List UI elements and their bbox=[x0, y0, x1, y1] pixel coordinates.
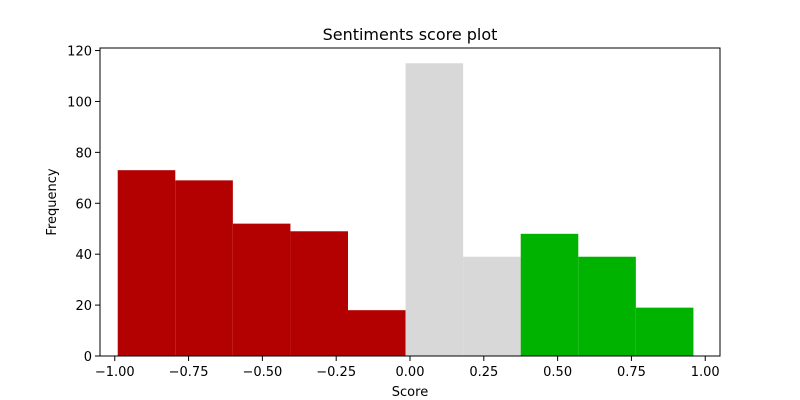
y-tick-label: 0 bbox=[84, 350, 92, 365]
y-axis-label: Frequency bbox=[45, 168, 60, 235]
histogram-bar-3 bbox=[232, 223, 291, 356]
histogram-bar-6 bbox=[405, 63, 464, 356]
x-tick-label: 0.50 bbox=[543, 365, 572, 380]
x-tick-label: 0.25 bbox=[469, 365, 498, 380]
x-axis-label: Score bbox=[392, 385, 428, 400]
histogram-bar-7 bbox=[463, 256, 521, 356]
y-tick-label: 40 bbox=[75, 248, 92, 263]
y-tick-label: 100 bbox=[67, 95, 92, 110]
bars-group bbox=[117, 63, 694, 356]
y-tick-label: 80 bbox=[75, 146, 92, 161]
x-tick-label: 1.00 bbox=[691, 365, 720, 380]
y-tick-label: 120 bbox=[67, 45, 92, 60]
chart-title: Sentiments score plot bbox=[323, 25, 498, 44]
x-tick-label: −1.00 bbox=[95, 365, 135, 380]
y-tick-label: 20 bbox=[75, 299, 92, 314]
histogram-bar-9 bbox=[578, 256, 636, 356]
histogram-bar-10 bbox=[635, 307, 694, 356]
x-tick-label: 0.75 bbox=[617, 365, 646, 380]
y-tick-label: 60 bbox=[75, 197, 92, 212]
histogram-bar-2 bbox=[175, 180, 233, 356]
histogram-bar-5 bbox=[348, 310, 406, 356]
histogram-bar-1 bbox=[117, 170, 176, 356]
x-axis-ticks: −1.00 −0.75 −0.50 −0.25 0.00 0.25 0.50 0.75 1.00 bbox=[95, 356, 720, 380]
histogram-bar-4 bbox=[290, 231, 348, 356]
y-axis-ticks: 0 20 40 60 80 100 120 bbox=[67, 45, 100, 365]
x-tick-label: −0.25 bbox=[316, 365, 356, 380]
x-tick-label: −0.75 bbox=[169, 365, 209, 380]
histogram-bar-8 bbox=[520, 233, 579, 356]
x-tick-label: 0.00 bbox=[396, 365, 425, 380]
x-tick-label: −0.50 bbox=[242, 365, 282, 380]
